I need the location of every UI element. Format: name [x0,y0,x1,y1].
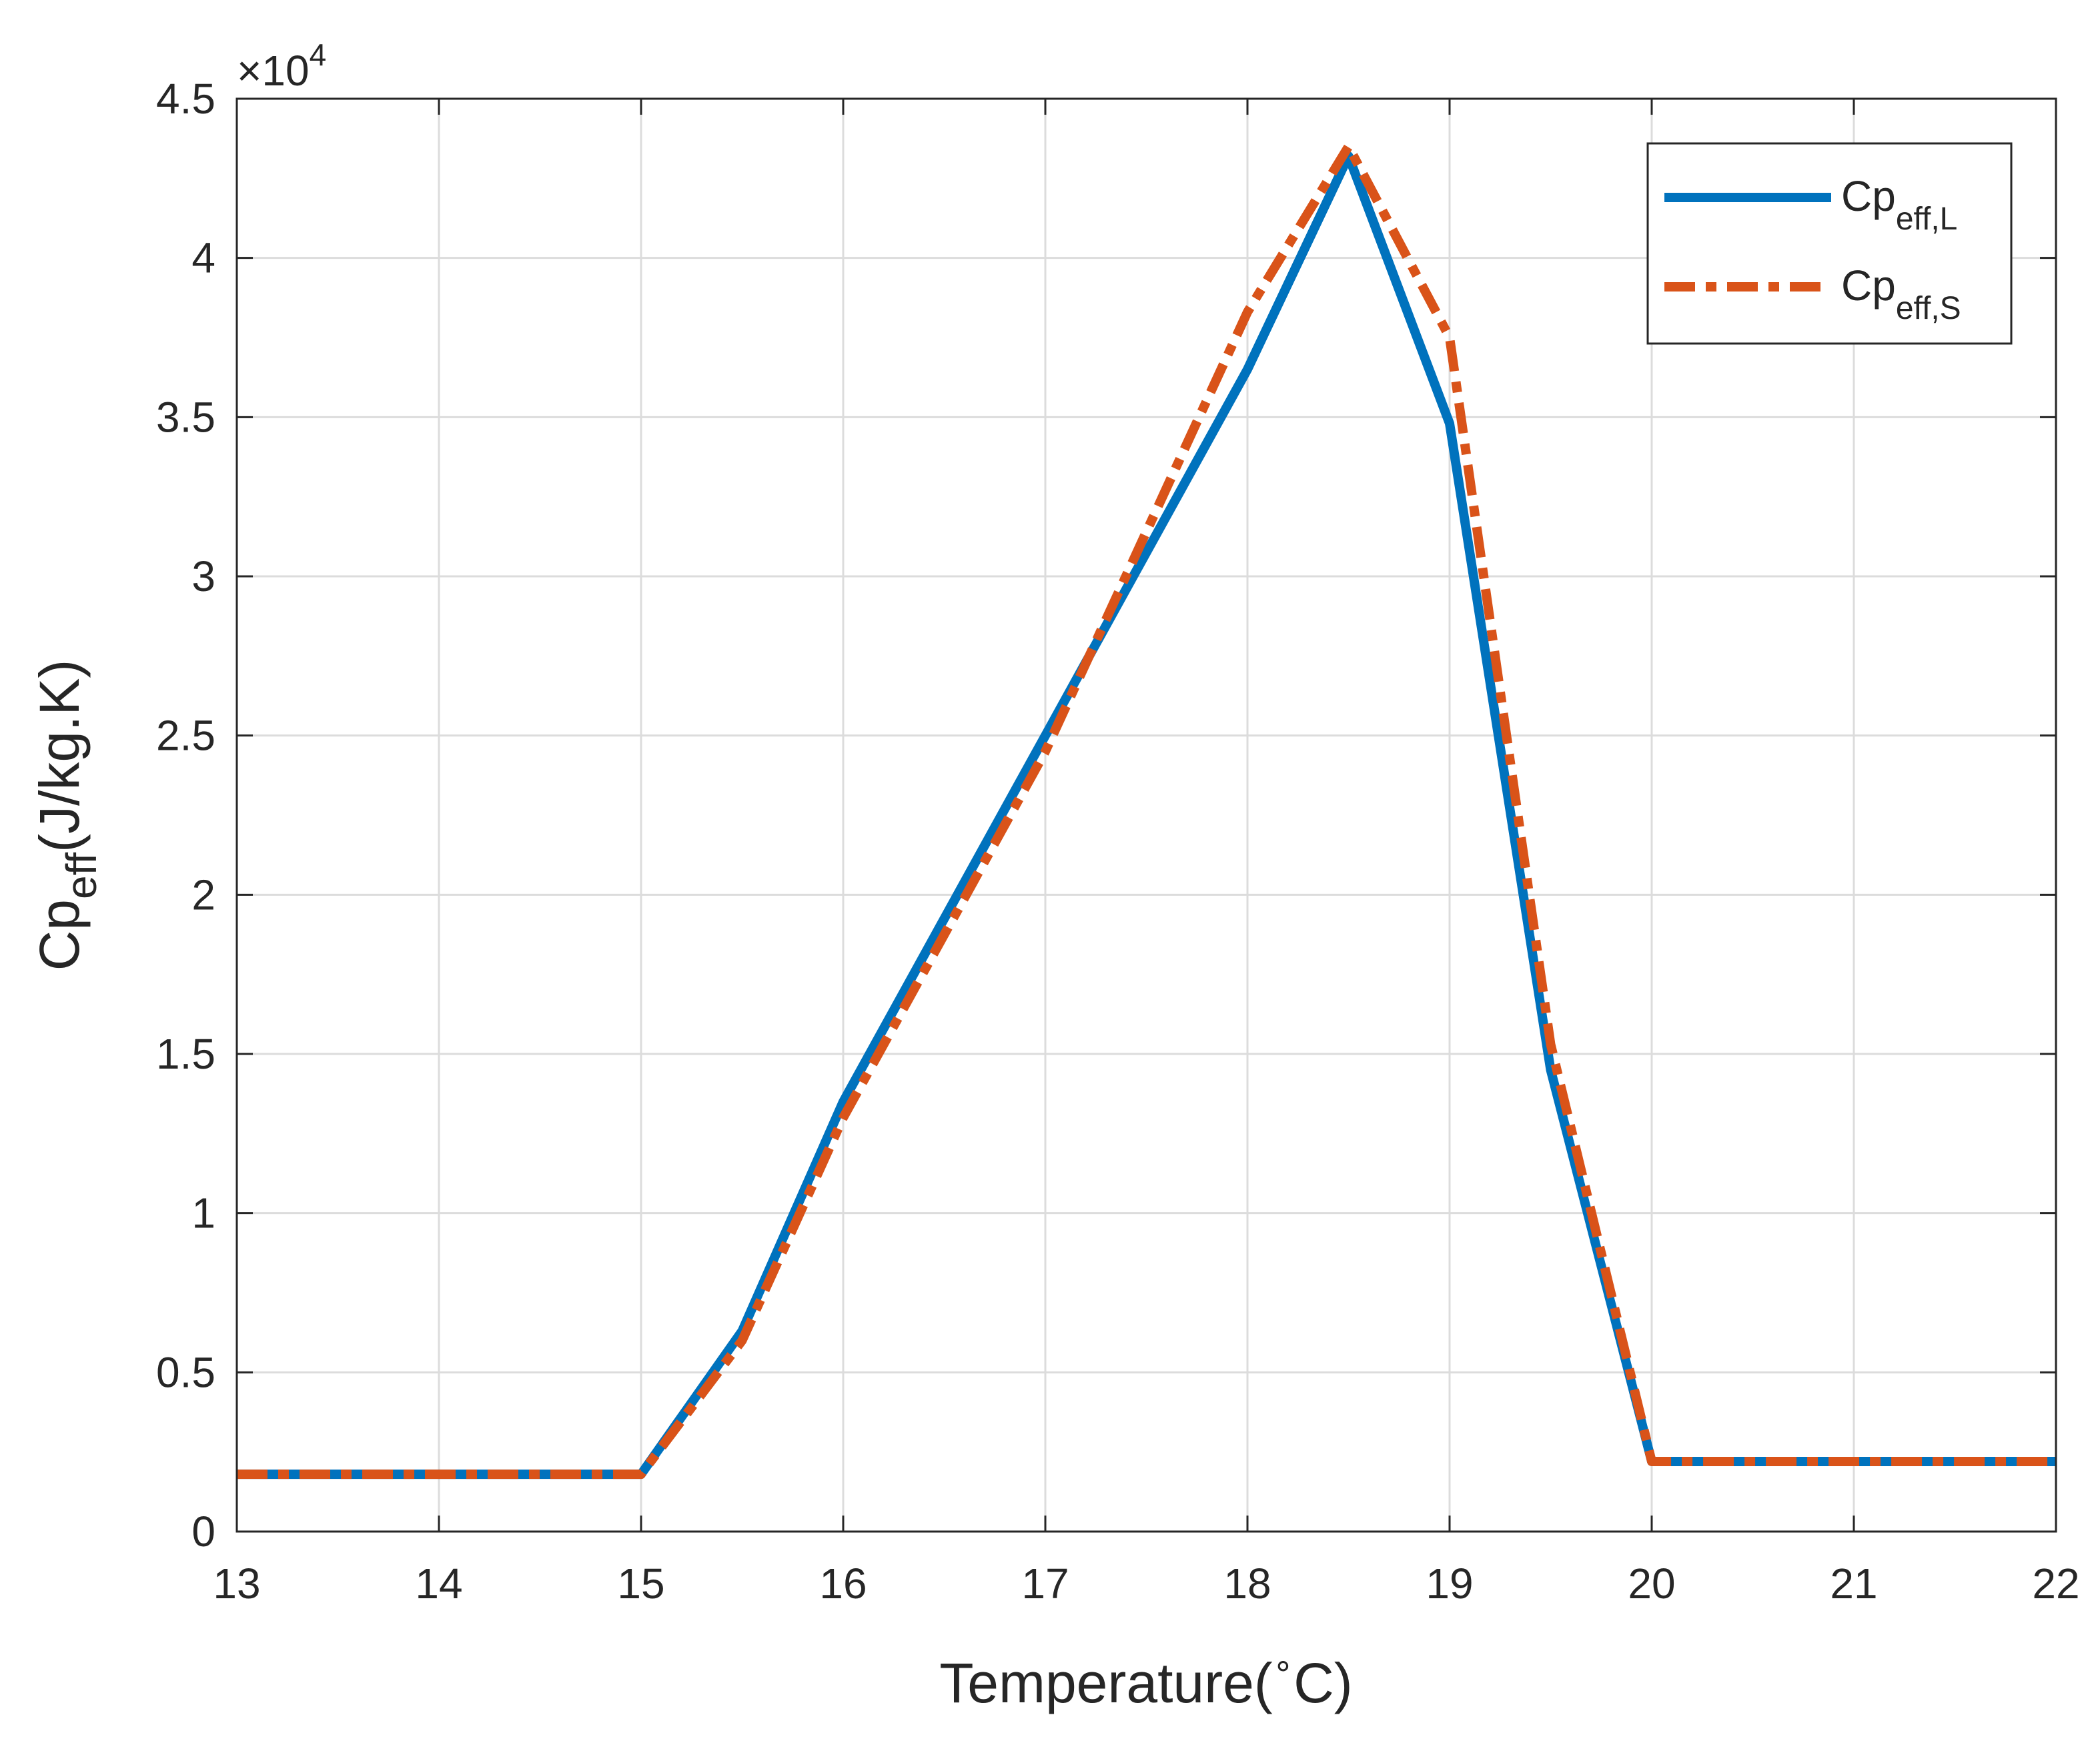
y-tick-label: 1 [191,1189,215,1237]
y-tick-label: 4.5 [156,75,215,123]
legend-label-cp-eff-s-sub: eff,S [1896,291,1961,326]
ticks [235,97,2057,1533]
y-tick-label: 1.5 [156,1030,215,1078]
legend-label-cp-eff-l-sub: eff,L [1896,201,1958,237]
x-tick-label: 15 [617,1560,664,1608]
y-exponent-base: ×10 [237,47,310,95]
y-exponent-label: ×104 [237,37,326,95]
y-tick-label: 0.5 [156,1348,215,1396]
legend-label-cp-eff-s: Cpeff,S [1841,261,1961,326]
y-tick-label: 2 [191,871,215,919]
y-axis-title-main: Cp [28,899,91,971]
y-tick-label: 4 [191,234,215,282]
x-tick-label: 22 [2032,1560,2079,1608]
x-axis-title-main: Temperature( [939,1652,1273,1714]
y-tick-label: 3 [191,552,215,600]
x-axis-title: Temperature(∘C) [939,1647,1352,1714]
x-tick-label: 20 [1628,1560,1675,1608]
x-tick-label: 17 [1021,1560,1069,1608]
y-tick-label: 3.5 [156,393,215,441]
x-tick-label: 16 [819,1560,867,1608]
legend-label-cp-eff-l-main: Cp [1841,172,1896,220]
x-axis-title-unit: C) [1293,1652,1353,1714]
plot-frame [235,97,2057,1533]
legend-box [1646,142,2013,345]
y-axis-title-unit: (J/kg.K) [28,660,91,852]
x-tick-label: 18 [1223,1560,1271,1608]
x-tick-label: 13 [213,1560,260,1608]
y-tick-label: 0 [191,1508,215,1556]
x-tick-label: 19 [1426,1560,1473,1608]
tick-labels: 13 14 15 16 17 18 19 20 21 22 0 0.5 1 1.5 2 2.5 3 3.5 4 4.5 [156,75,2080,1608]
legend: Cpeff,L Cpeff,S [1646,142,2013,345]
x-tick-label: 21 [1830,1560,1877,1608]
legend-label-cp-eff-l: Cpeff,L [1841,172,1957,237]
x-axis-title-degree: ∘ [1273,1647,1293,1684]
y-exponent-power: 4 [310,37,327,72]
y-tick-label: 2.5 [156,712,215,760]
x-tick-label: 14 [415,1560,462,1608]
legend-label-cp-eff-s-main: Cp [1841,261,1896,310]
series-line-1 [237,141,2056,1480]
y-axis-title: Cpeff(J/kg.K) [28,660,105,971]
series-group [237,141,2056,1480]
y-axis-title-sub: eff [57,852,105,899]
